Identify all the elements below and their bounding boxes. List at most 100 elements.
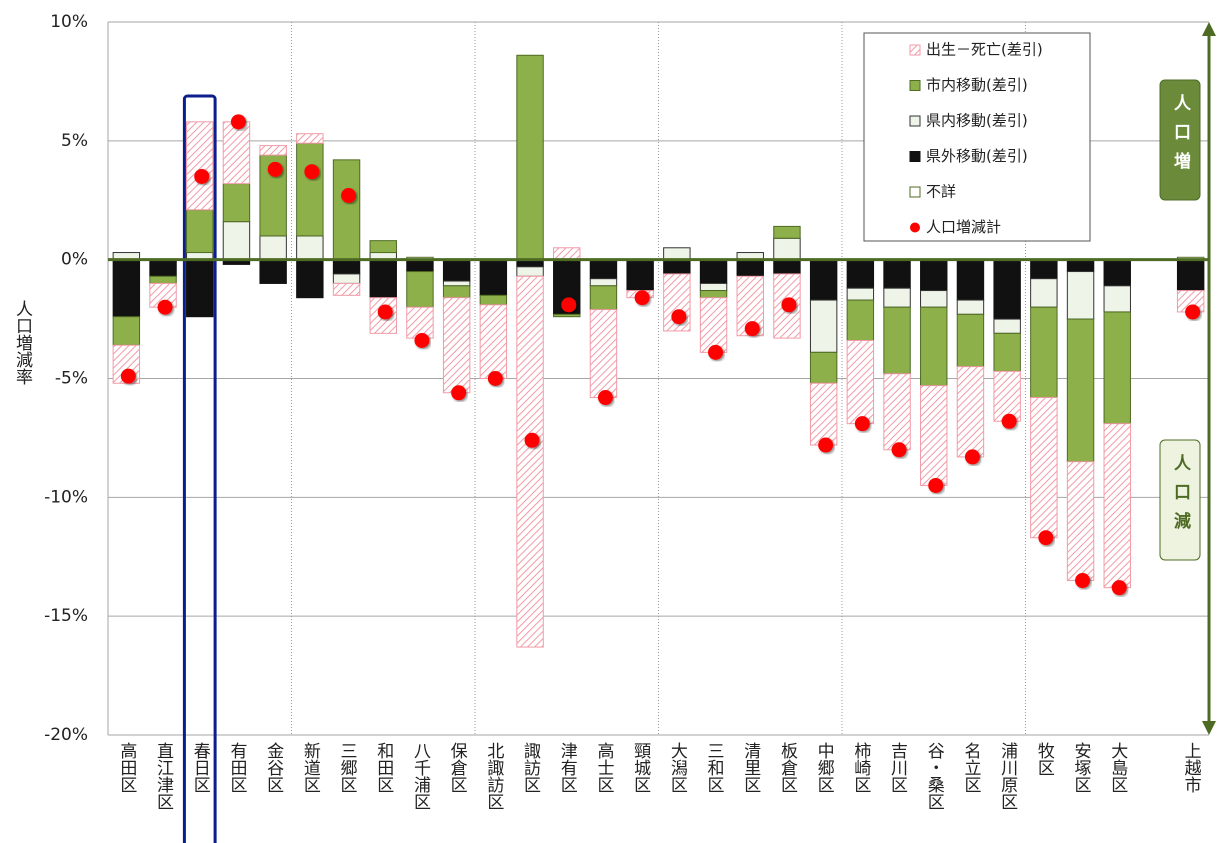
bar-segment	[296, 133, 324, 144]
total-dot	[194, 168, 210, 184]
bar-segment	[663, 259, 691, 275]
legend-marker	[909, 80, 921, 91]
bar-segment	[846, 287, 875, 301]
bar-segment	[442, 285, 471, 299]
y-tick-label: 5%	[61, 131, 88, 151]
total-dot	[157, 299, 173, 315]
x-tick-label: 春日区	[190, 742, 211, 793]
bar-segment	[1030, 278, 1058, 308]
bar-segment	[809, 299, 838, 353]
total-dot	[964, 449, 980, 465]
total-dot	[341, 187, 357, 203]
bar-segment	[1103, 285, 1131, 313]
x-tick-label: 三郷区	[337, 742, 358, 793]
total-dot	[304, 164, 320, 180]
legend-label: 県内移動(差引)	[926, 112, 1028, 130]
total-dot	[487, 371, 503, 386]
bar-segment	[369, 240, 397, 254]
total-dot	[891, 442, 907, 458]
bar-segment	[920, 306, 948, 387]
total-dot	[634, 290, 650, 306]
bar-segment	[186, 259, 214, 318]
bar-segment	[809, 259, 838, 301]
bar-segment	[332, 273, 361, 284]
bar-segment	[1103, 423, 1131, 589]
bar-segment	[883, 259, 911, 289]
bar-segment	[809, 382, 838, 446]
bar-segment	[112, 316, 141, 346]
bar-segment	[1103, 311, 1131, 425]
legend-label: 人口増減計	[926, 218, 1001, 236]
bar-segment	[846, 299, 875, 341]
legend-marker	[909, 186, 921, 198]
x-tick-label: 中郷区	[814, 742, 835, 793]
x-tick-label: 浦川原区	[997, 742, 1018, 810]
bar-segment	[809, 351, 838, 384]
bar-segment	[369, 259, 397, 299]
bar-segment	[553, 247, 581, 261]
bar-segment	[1066, 259, 1095, 273]
y-tick-label: -15%	[44, 606, 88, 626]
x-tick-label: 柿崎区	[850, 742, 871, 793]
x-tick-label: 大潟区	[667, 742, 688, 793]
legend-marker	[909, 151, 921, 162]
bar-segment	[1103, 259, 1131, 287]
bar-segment	[1176, 259, 1205, 292]
bar-segment	[296, 142, 324, 237]
total-dot	[708, 344, 724, 360]
bar-segment	[773, 237, 801, 261]
annotation-box	[1159, 439, 1201, 561]
x-tick-label: 安塚区	[1071, 742, 1092, 793]
arrow-head-down	[1202, 721, 1216, 735]
annotation-box	[1159, 79, 1201, 201]
bar-segment	[112, 259, 141, 318]
bar-segment	[993, 318, 1021, 334]
x-tick-label: 頸城区	[630, 742, 651, 793]
x-tick-label: 板倉区	[777, 742, 798, 793]
x-tick-label: 高田区	[116, 742, 136, 793]
bar-segment	[699, 259, 728, 284]
bar-segment	[479, 259, 508, 296]
x-tick-label: 津有区	[557, 742, 578, 793]
bar-segment	[222, 121, 251, 185]
x-tick-label: 名立区	[960, 742, 981, 793]
bar-segment	[442, 259, 471, 282]
bar-segment	[149, 275, 177, 284]
bar-segment	[699, 297, 728, 353]
total-dot	[928, 477, 944, 493]
total-dot	[671, 309, 687, 325]
bar-segment	[332, 259, 361, 275]
bar-segment	[920, 385, 948, 486]
bar-segment	[993, 332, 1021, 372]
bar-segment	[186, 209, 214, 254]
legend-label: 不詳	[926, 183, 956, 201]
y-tick-label: -20%	[44, 725, 88, 745]
x-tick-label: 吉川区	[887, 742, 908, 793]
legend-box	[863, 32, 1091, 242]
total-dot	[377, 304, 393, 320]
bar-segment	[956, 366, 985, 458]
x-tick-label: 新道区	[300, 742, 321, 793]
bar-segment	[699, 282, 728, 292]
bar-segment	[920, 259, 948, 292]
bar-segment	[589, 309, 618, 399]
total-dot	[451, 385, 467, 401]
x-tick-label: 金谷区	[263, 742, 284, 793]
bar-segment	[296, 235, 324, 261]
x-tick-label: 諏訪区	[520, 742, 541, 793]
total-dot	[1038, 530, 1054, 546]
legend-label: 県外移動(差引)	[926, 147, 1028, 165]
bar-segment	[1030, 306, 1058, 399]
bar-segment	[516, 54, 544, 261]
bar-segment	[149, 259, 177, 277]
x-tick-label: 谷・桑区	[924, 742, 945, 810]
bar-segment	[846, 339, 875, 425]
x-tick-label: 三和区	[704, 742, 725, 793]
bar-segment	[1030, 397, 1058, 539]
x-tick-label: 牧区	[1034, 742, 1055, 776]
annotation: 人口減	[1170, 454, 1191, 541]
arrow-head-up	[1202, 22, 1216, 36]
y-tick-label: -5%	[55, 369, 88, 389]
total-dot	[597, 390, 613, 406]
total-dot	[1185, 304, 1201, 320]
